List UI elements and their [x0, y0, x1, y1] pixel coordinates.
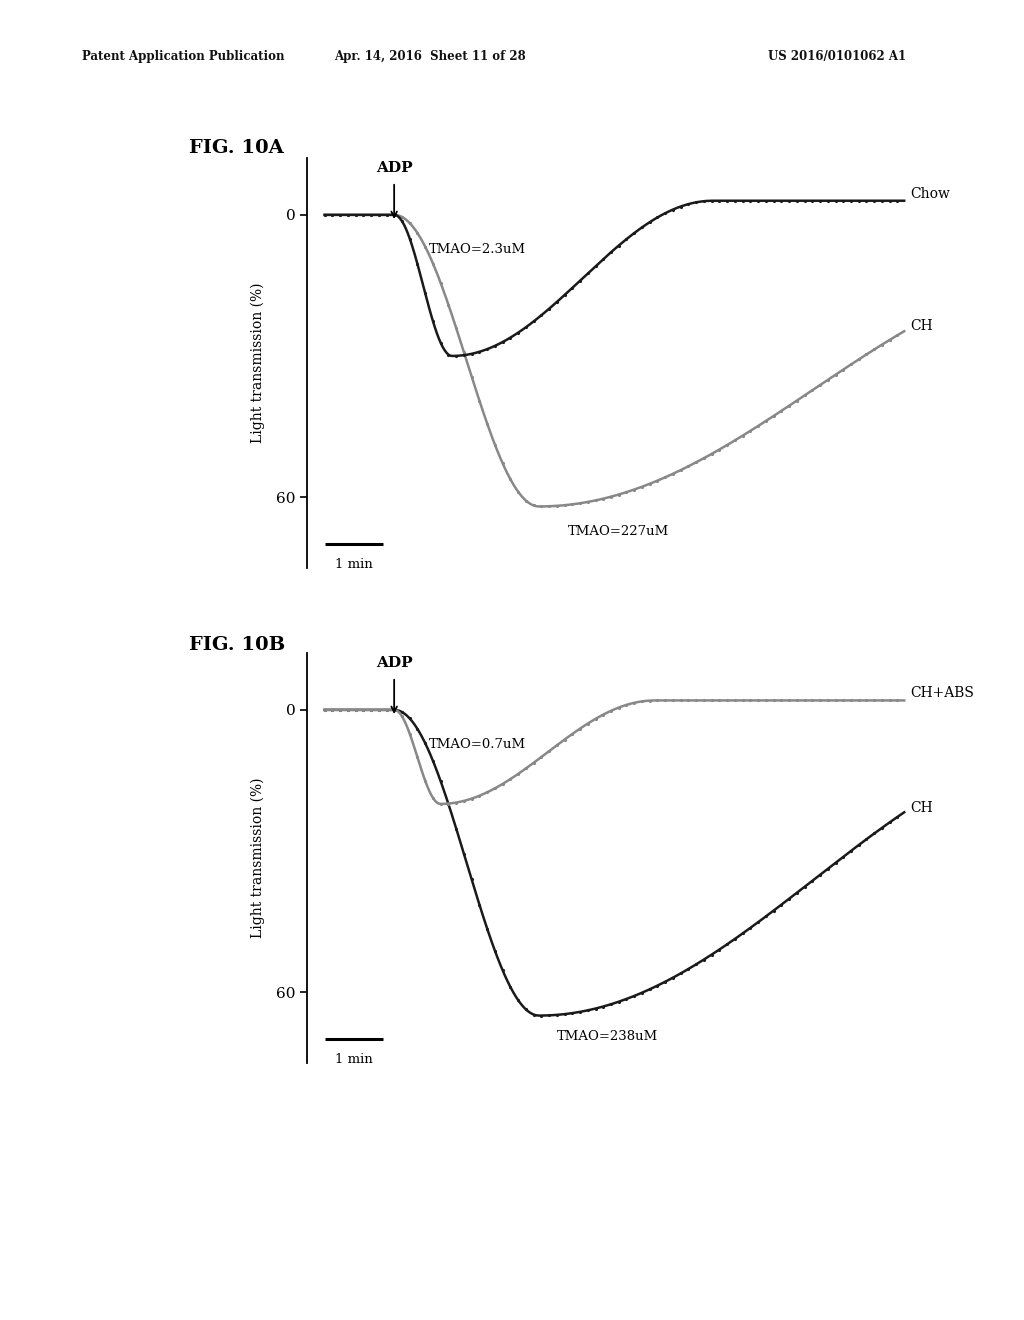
- Text: FIG. 10B: FIG. 10B: [189, 636, 286, 655]
- Text: CH: CH: [910, 800, 933, 814]
- Text: ADP: ADP: [376, 656, 413, 669]
- Text: Apr. 14, 2016  Sheet 11 of 28: Apr. 14, 2016 Sheet 11 of 28: [334, 50, 526, 63]
- Text: Chow: Chow: [910, 186, 950, 201]
- Y-axis label: Light transmission (%): Light transmission (%): [251, 282, 265, 444]
- Text: 1 min: 1 min: [335, 1053, 373, 1067]
- Text: CH+ABS: CH+ABS: [910, 686, 974, 701]
- Text: TMAO=238uM: TMAO=238uM: [556, 1030, 657, 1043]
- Text: TMAO=2.3uM: TMAO=2.3uM: [429, 243, 526, 256]
- Text: CH: CH: [910, 319, 933, 334]
- Y-axis label: Light transmission (%): Light transmission (%): [251, 777, 265, 939]
- Text: TMAO=227uM: TMAO=227uM: [568, 525, 670, 539]
- Text: Patent Application Publication: Patent Application Publication: [82, 50, 285, 63]
- Text: FIG. 10A: FIG. 10A: [189, 139, 285, 157]
- Text: ADP: ADP: [376, 161, 413, 174]
- Text: US 2016/0101062 A1: US 2016/0101062 A1: [768, 50, 906, 63]
- Text: 1 min: 1 min: [335, 558, 373, 572]
- Text: TMAO=0.7uM: TMAO=0.7uM: [429, 738, 526, 751]
